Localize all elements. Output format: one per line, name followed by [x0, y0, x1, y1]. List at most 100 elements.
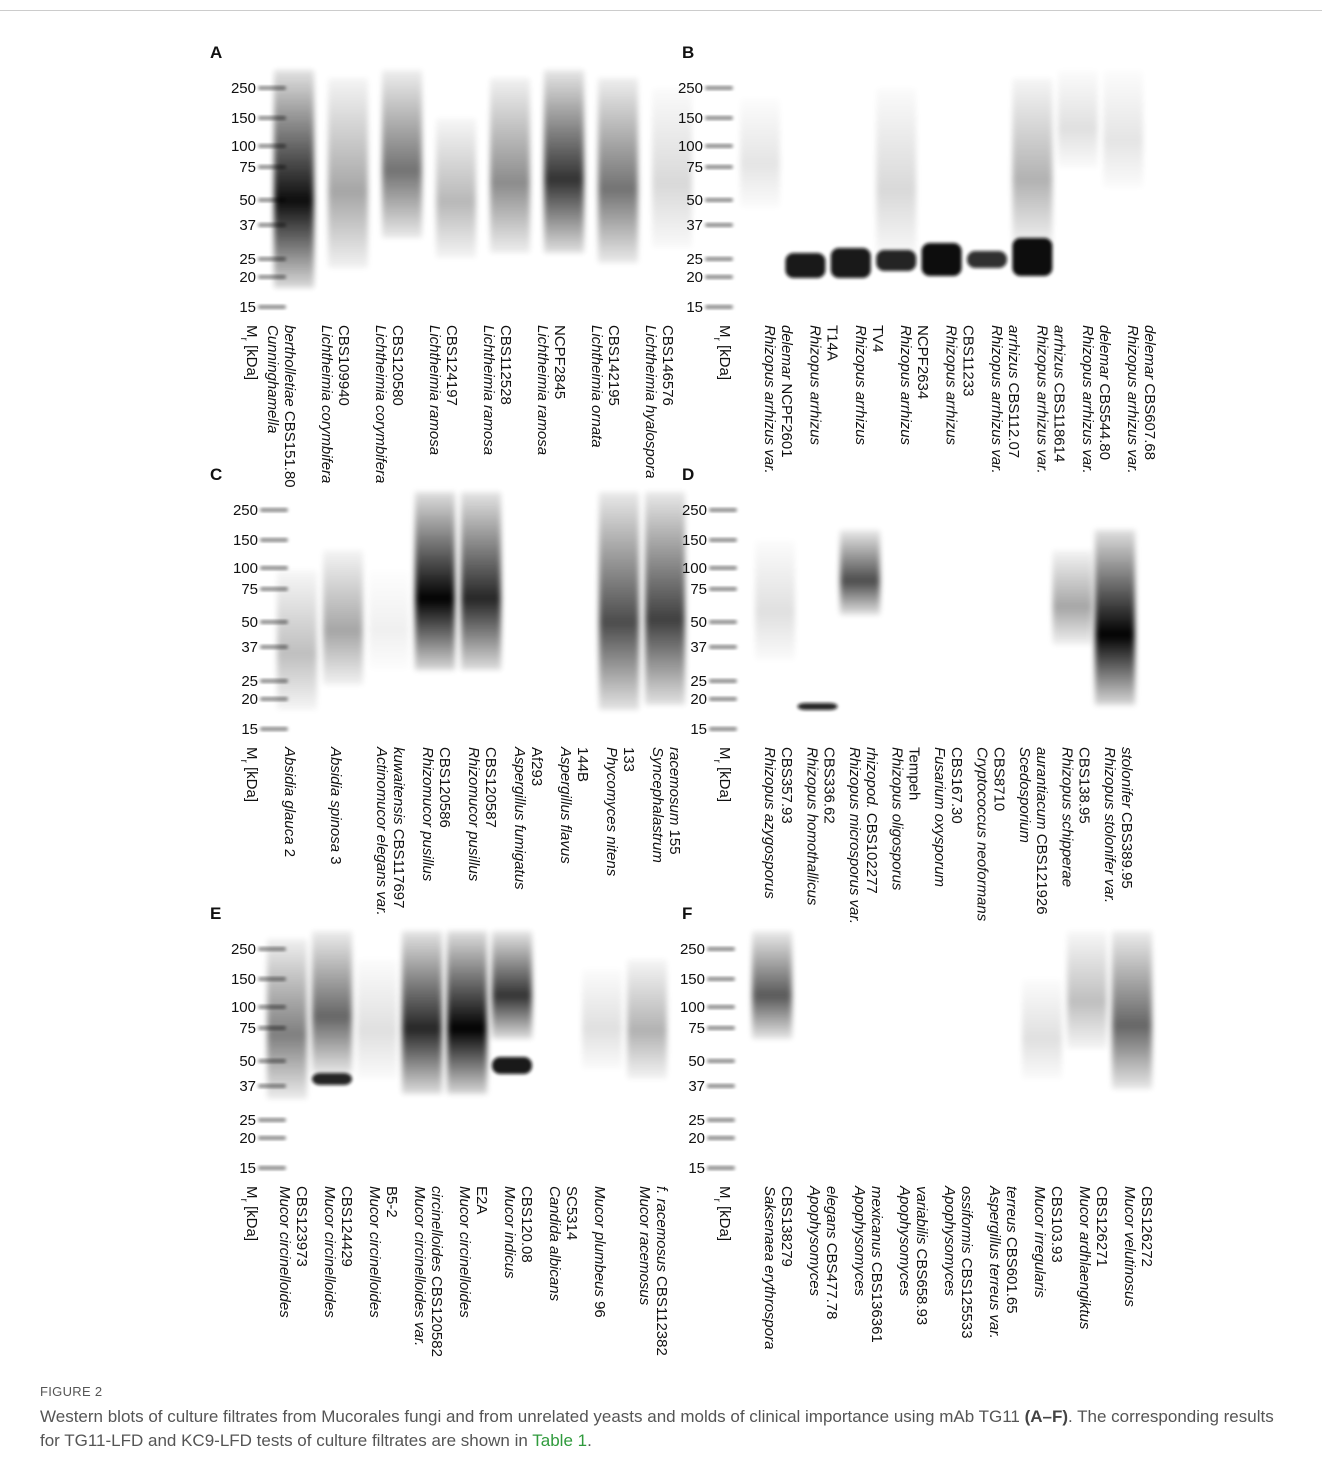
band [922, 243, 962, 276]
smear [1067, 931, 1107, 1049]
text-run: CBS112.07 [1005, 383, 1022, 459]
lane-label: Absidia spinosa 3 [327, 746, 344, 865]
text-run: CBS126272 [1138, 1186, 1155, 1267]
lane-label: Rhizopus schipperae [1059, 747, 1076, 887]
lane-label: CBS109940 [335, 325, 352, 406]
lane-label: Mucor circinelloides [276, 1186, 293, 1318]
lane-label: Lichtheimia corymbifera [372, 325, 389, 483]
lane-label: Rhizopus arrhizus var. [1033, 325, 1050, 474]
text-run: delemar [1096, 325, 1113, 383]
ladder-band [258, 1118, 286, 1122]
text-run: stolonifer [1118, 747, 1135, 812]
lane-label: elegans CBS477.78 [823, 1186, 840, 1319]
text-run: NCPF2845 [551, 325, 568, 399]
lane-label: Mucor circinelloides [321, 1186, 338, 1318]
marker-label: 250 [680, 941, 705, 958]
lane-label: CBS126272 [1138, 1186, 1155, 1267]
lane-label: Aspergillus terreus var. [986, 1185, 1003, 1339]
text-run: Lichtheimia ramosa [480, 325, 497, 455]
lane-label: CBS103.93 [1048, 1186, 1065, 1263]
marker-label: 100 [678, 138, 703, 155]
marker-label: 250 [231, 941, 256, 958]
marker-lane-label: Mr [kDa] [239, 1186, 261, 1241]
lane-label: Fusarium oxysporum [931, 747, 948, 887]
text-run: Saksenaea erythrospora [761, 1186, 778, 1349]
lane-label: Apophysomyces [806, 1185, 823, 1297]
text-run: NCPF2634 [914, 325, 931, 399]
smear [461, 492, 501, 670]
lane-label: Scedosporium [1016, 747, 1033, 843]
text-run: Lichtheimia corymbifera [318, 325, 335, 483]
text-run: CBS544.80 [1096, 383, 1113, 460]
marker-label: 75 [239, 159, 256, 176]
caption-run: (A–F) [1025, 1407, 1068, 1426]
smear [1053, 550, 1093, 645]
text-run: Lichtheimia hyalospora [642, 325, 659, 478]
smear [599, 492, 639, 710]
smear [1012, 78, 1052, 248]
text-run: Mucor velutinosus [1121, 1186, 1138, 1307]
smear [382, 70, 422, 238]
lane-label: CBS112528 [497, 325, 514, 405]
lane-label: Lichtheimia ramosa [480, 325, 497, 455]
marker-label: 100 [231, 138, 256, 155]
text-run: M [716, 325, 733, 338]
text-run: NCPF2601 [778, 383, 795, 457]
marker-label: 25 [686, 251, 703, 268]
text-run: Rhizopus arrhizus [897, 325, 914, 446]
text-run: rhizopod. [863, 747, 880, 813]
blot-panel: C250150100755037252015Mr [kDa]Absidia gl… [210, 465, 685, 916]
panel-letter: B [682, 43, 694, 62]
text-run: CBS138279 [778, 1186, 795, 1267]
table-link[interactable]: Table 1 [532, 1431, 587, 1450]
text-run: Scedosporium [1016, 747, 1033, 843]
lane-label: Rhizopus arrhizus var. [988, 325, 1005, 474]
text-run: M [243, 1186, 260, 1199]
smear [492, 931, 532, 1039]
marker-label: 15 [239, 299, 256, 316]
lane-label: rhizopod. CBS102277 [863, 747, 880, 894]
text-run: SC5314 [563, 1186, 580, 1240]
ladder-band [258, 305, 286, 309]
lane-label: Aspergillus fumigatus [511, 746, 528, 890]
panel-letter: F [682, 904, 692, 923]
marker-label: 75 [688, 1020, 705, 1037]
text-run: CBS123973 [293, 1186, 310, 1267]
marker-label: 75 [686, 159, 703, 176]
text-run: CBS11233 [960, 325, 977, 396]
text-run: Mucor ardhlaengiktus [1076, 1186, 1093, 1330]
text-run: mexicanus [868, 1186, 885, 1262]
marker-label: 100 [231, 999, 256, 1016]
marker-label: 20 [239, 269, 256, 286]
text-run: arrhizus [1005, 325, 1022, 383]
caption-run: . [587, 1431, 592, 1450]
lane-label: Apophysomyces [851, 1185, 868, 1297]
lane-label: CBS120586 [436, 747, 453, 828]
ladder-band [705, 305, 733, 309]
smear [876, 88, 916, 258]
text-run: B5-2 [383, 1186, 400, 1218]
smear [740, 98, 780, 208]
marker-label: 15 [239, 1160, 256, 1177]
text-run: Candida albicans [546, 1186, 563, 1302]
lane-label: CBS142195 [605, 325, 622, 406]
ladder-band [707, 1136, 735, 1140]
blot-panel: A250150100755037252015Mr [kDa]Cunningham… [210, 43, 692, 488]
lane-label: mexicanus CBS136361 [868, 1186, 885, 1343]
text-run: CBS138.95 [1076, 747, 1093, 824]
smear [415, 492, 455, 670]
marker-label: 37 [239, 1078, 256, 1095]
smear [436, 118, 476, 258]
lane-label: CBS126271 [1093, 1186, 1110, 1267]
text-run: CBS120582 [428, 1276, 445, 1357]
ladder-band [705, 275, 733, 279]
lane-label: Mucor circinelloides var. [411, 1186, 428, 1346]
ladder-band [709, 645, 737, 649]
lane-label: Rhizopus microsporus var. [846, 747, 863, 924]
marker-label: 50 [690, 614, 707, 631]
text-run: CBS601.65 [1003, 1237, 1020, 1314]
text-run: CBS118614 [1050, 383, 1067, 463]
marker-label: 20 [688, 1130, 705, 1147]
lane-label: CBS146576 [659, 325, 676, 406]
smear [490, 78, 530, 253]
